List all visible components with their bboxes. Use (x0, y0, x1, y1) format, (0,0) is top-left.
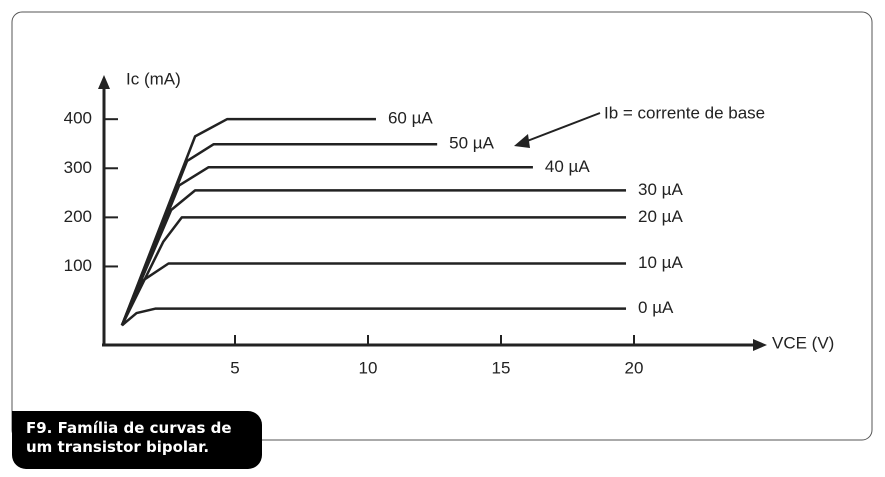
y-axis-label: Ic (mA) (126, 69, 181, 88)
y-tick-label: 300 (64, 158, 92, 177)
series-label: 40 µA (545, 157, 590, 176)
y-tick-label: 100 (64, 256, 92, 275)
caption-line: F9. Família de curvas de (26, 419, 232, 437)
curve (120, 216, 627, 326)
caption: F9. Família de curvas de um transistor b… (12, 411, 262, 469)
series-label: 60 µA (388, 109, 433, 128)
curve (121, 307, 627, 327)
curve (120, 262, 627, 326)
x-axis-arrow (753, 339, 767, 351)
x-tick-label: 10 (359, 358, 378, 377)
y-tick-label: 400 (64, 109, 92, 128)
x-tick-label: 5 (230, 358, 239, 377)
x-axis-label: VCE (V) (772, 333, 834, 352)
curve (120, 189, 627, 326)
x-tick-label: 15 (492, 358, 511, 377)
series-label: 50 µA (449, 134, 494, 153)
x-tick-label: 20 (625, 358, 644, 377)
caption-line: um transistor bipolar. (26, 438, 210, 456)
series-label: 30 µA (638, 180, 683, 199)
series-label: 10 µA (638, 253, 683, 272)
annotation-arrowhead (514, 134, 530, 148)
annotation-arrow (521, 112, 601, 144)
series-label: 20 µA (638, 207, 683, 226)
y-tick-label: 200 (64, 207, 92, 226)
annotation: Ib = corrente de base (604, 103, 765, 122)
series-label: 0 µA (638, 298, 674, 317)
y-axis-arrow (98, 75, 110, 89)
